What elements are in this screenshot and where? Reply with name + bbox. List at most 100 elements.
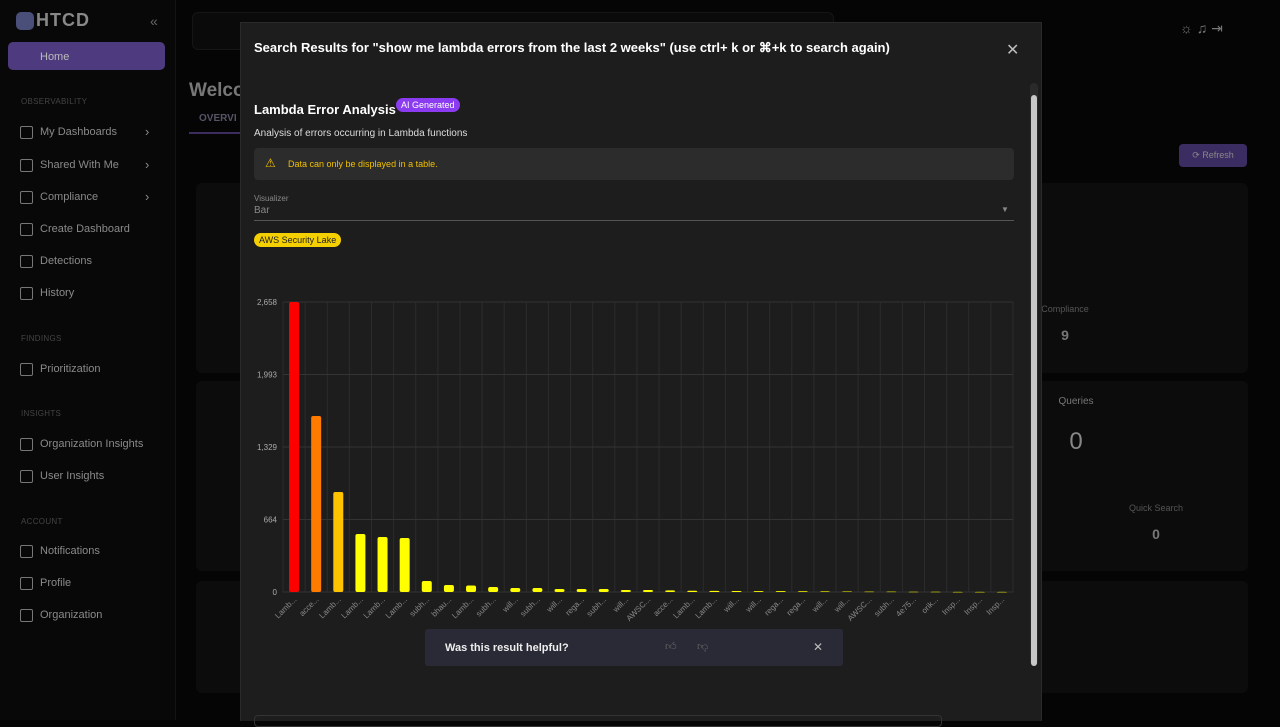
search-input[interactable]: [254, 715, 942, 727]
bar: [886, 591, 897, 593]
chevron[interactable]: ›: [145, 124, 150, 139]
nav-icon: [20, 287, 33, 300]
x-tick-label: Lamb...: [450, 595, 475, 620]
bar: [775, 591, 786, 592]
home-item[interactable]: [8, 42, 165, 70]
visualizer-value[interactable]: Bar: [254, 205, 270, 216]
bar: [952, 591, 963, 593]
x-tick-label: rega...: [564, 595, 586, 617]
bar: [842, 591, 853, 592]
y-tick-label: 1,993: [257, 371, 278, 380]
feedback-close[interactable]: ✕: [813, 640, 824, 654]
x-tick-label: orik...: [920, 595, 940, 615]
bar: [753, 591, 764, 592]
nav-item[interactable]: Create Dashboard: [40, 223, 130, 235]
bar: [532, 587, 543, 592]
bar: [819, 591, 830, 592]
heading: Welco: [189, 80, 245, 101]
bar: [554, 588, 565, 592]
tab-underline: [189, 132, 244, 134]
close-button[interactable]: ✕: [1006, 42, 1020, 59]
source-badge: AWS Security Lake: [254, 233, 342, 247]
logo-icon: [16, 12, 34, 30]
bar: [864, 591, 875, 593]
nav-icon: [20, 577, 33, 590]
bar: [620, 590, 631, 592]
bar: [399, 537, 410, 592]
x-tick-label: 4e75...: [894, 595, 918, 619]
nav-home[interactable]: Home: [40, 51, 70, 63]
nav-icon: [20, 438, 33, 451]
x-tick-label: Lamb...: [384, 595, 409, 620]
header-icons[interactable]: ☼ ♫ ⇥: [1180, 20, 1223, 36]
bar: [665, 590, 676, 592]
queries-value: 0: [1069, 428, 1083, 455]
section: INSIGHTS: [21, 409, 62, 418]
modal-title: Search Results for "show me lambda error…: [254, 40, 890, 55]
bar: [643, 590, 653, 592]
x-tick-label: AWSC...: [846, 595, 874, 623]
tab[interactable]: OVERVI: [199, 113, 237, 124]
bar: [974, 591, 985, 593]
logo: HTCD: [36, 10, 90, 30]
y-tick-label: 1,329: [257, 443, 278, 452]
thumbs-up[interactable]: 👍︎: [665, 641, 677, 653]
x-tick-label: subh...: [408, 595, 431, 618]
section: FINDINGS: [21, 334, 62, 343]
quick-search-value: 0: [1152, 526, 1160, 542]
sidebar: HTCD « Home OBSERVABILITY FINDINGS INSIG…: [0, 0, 176, 720]
bar: [289, 302, 300, 592]
x-tick-label: will...: [832, 595, 852, 615]
x-tick-label: will...: [544, 595, 564, 615]
nav-item[interactable]: Notifications: [40, 545, 100, 557]
nav-item[interactable]: Prioritization: [40, 363, 101, 375]
nav-icon: [20, 223, 33, 236]
nav-icon: [20, 609, 33, 622]
nav-item[interactable]: Organization: [40, 609, 103, 621]
compliance-label: Compliance: [1041, 304, 1089, 314]
bar: [355, 533, 366, 592]
nav-item[interactable]: History: [40, 287, 75, 299]
bar: [311, 416, 322, 592]
analysis-heading: Lambda Error Analysis: [254, 102, 396, 117]
nav-item[interactable]: Profile: [40, 577, 72, 589]
chevron[interactable]: ›: [145, 157, 150, 172]
scrollbar[interactable]: [1030, 83, 1038, 666]
dropdown-arrow[interactable]: ▼: [1001, 205, 1009, 214]
bar: [731, 591, 742, 592]
x-tick-label: will...: [611, 595, 631, 615]
nav-item[interactable]: Organization Insights: [40, 438, 144, 450]
x-tick-label: will...: [500, 595, 520, 615]
collapse[interactable]: «: [150, 13, 158, 29]
bar: [797, 591, 808, 592]
bar: [908, 591, 919, 593]
nav-item[interactable]: My Dashboards: [40, 126, 118, 138]
nav-icon: [20, 545, 33, 558]
x-tick-label: bhau...: [430, 595, 454, 619]
x-tick-label: will...: [810, 595, 830, 615]
nav-item[interactable]: Shared With Me: [40, 159, 119, 171]
bar: [930, 591, 941, 593]
bar: [488, 586, 499, 592]
nav-item[interactable]: Compliance: [40, 191, 99, 203]
thumbs-down[interactable]: 👎︎: [697, 641, 709, 653]
refresh-button[interactable]: ⟳ Refresh: [1179, 144, 1247, 167]
bar: [687, 590, 698, 592]
warning-box: ⚠ Data can only be displayed in a table.: [254, 148, 1014, 180]
x-tick-label: Lamb...: [694, 595, 719, 620]
x-tick-label: subh...: [872, 595, 895, 618]
x-tick-label: Lamb...: [362, 595, 387, 620]
nav-icon: [20, 126, 33, 139]
x-tick-label: Lamb...: [671, 595, 696, 620]
description: Analysis of errors occurring in Lambda f…: [254, 128, 468, 139]
nav-item[interactable]: Detections: [40, 255, 92, 267]
section: OBSERVABILITY: [21, 97, 88, 106]
nav-item[interactable]: User Insights: [40, 470, 105, 482]
x-tick-label: rega...: [763, 595, 785, 617]
feedback-text: Was this result helpful?: [445, 642, 569, 654]
chevron[interactable]: ›: [145, 189, 150, 204]
x-tick-label: will...: [743, 595, 763, 615]
warning-text: Data can only be displayed in a table.: [288, 159, 438, 169]
feedback-bar: Was this result helpful? 👍︎ 👎︎ ✕: [425, 629, 843, 666]
